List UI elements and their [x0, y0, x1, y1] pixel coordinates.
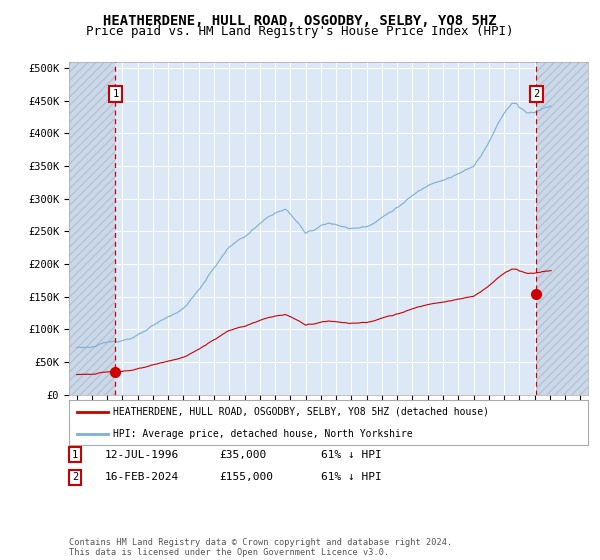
Text: 61% ↓ HPI: 61% ↓ HPI: [321, 472, 382, 482]
Text: 12-JUL-1996: 12-JUL-1996: [105, 450, 179, 460]
Text: HEATHERDENE, HULL ROAD, OSGODBY, SELBY, YO8 5HZ (detached house): HEATHERDENE, HULL ROAD, OSGODBY, SELBY, …: [113, 407, 489, 417]
Text: 61% ↓ HPI: 61% ↓ HPI: [321, 450, 382, 460]
Bar: [536, 62, 588, 395]
Bar: [69, 62, 115, 395]
Text: Contains HM Land Registry data © Crown copyright and database right 2024.
This d: Contains HM Land Registry data © Crown c…: [69, 538, 452, 557]
Text: 2: 2: [72, 472, 78, 482]
Text: £155,000: £155,000: [219, 472, 273, 482]
Text: 1: 1: [72, 450, 78, 460]
Text: 1: 1: [112, 89, 119, 99]
Text: HPI: Average price, detached house, North Yorkshire: HPI: Average price, detached house, Nort…: [113, 429, 413, 439]
Text: £35,000: £35,000: [219, 450, 266, 460]
Text: 2: 2: [533, 89, 539, 99]
Text: Price paid vs. HM Land Registry's House Price Index (HPI): Price paid vs. HM Land Registry's House …: [86, 25, 514, 38]
Text: 16-FEB-2024: 16-FEB-2024: [105, 472, 179, 482]
Text: HEATHERDENE, HULL ROAD, OSGODBY, SELBY, YO8 5HZ: HEATHERDENE, HULL ROAD, OSGODBY, SELBY, …: [103, 14, 497, 28]
